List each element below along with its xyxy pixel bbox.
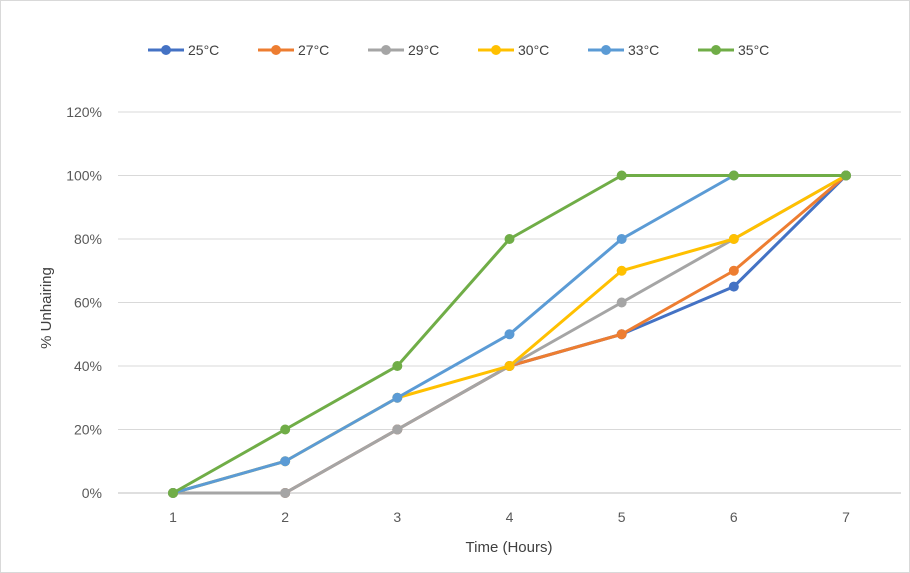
y-tick-label: 100% — [66, 168, 102, 184]
legend-label: 29°C — [408, 42, 439, 58]
data-point — [616, 170, 627, 181]
y-axis-title: % Unhairing — [38, 267, 55, 349]
x-tick-label: 5 — [618, 509, 626, 525]
series-35C-c — [168, 170, 851, 498]
data-point — [504, 361, 515, 371]
data-point — [168, 488, 178, 498]
x-tick-label: 7 — [842, 509, 850, 525]
data-point — [616, 234, 627, 244]
legend: 25°C 27°C 29°C 30°C 33°C 35°C — [148, 42, 769, 58]
x-axis-tick-labels: 1 2 3 4 5 6 7 — [169, 509, 850, 525]
y-tick-label: 40% — [74, 358, 102, 374]
data-point — [728, 170, 739, 181]
series-33C-c — [168, 170, 851, 498]
data-point — [728, 265, 739, 276]
x-axis-title: Time (Hours) — [466, 539, 553, 556]
legend-label: 30°C — [518, 42, 549, 58]
data-point — [392, 424, 403, 435]
data-point — [280, 488, 291, 498]
x-tick-label: 1 — [169, 509, 177, 525]
legend-item: 25°C — [148, 42, 219, 58]
data-point — [280, 424, 291, 435]
series-lines — [168, 170, 851, 498]
x-tick-label: 2 — [281, 509, 289, 525]
gridlines — [118, 111, 901, 494]
y-tick-label: 80% — [74, 231, 102, 247]
x-tick-label: 3 — [393, 509, 401, 525]
data-point — [728, 234, 739, 244]
y-tick-label: 120% — [66, 104, 102, 120]
data-point — [392, 392, 403, 403]
data-point — [504, 329, 515, 340]
x-tick-label: 4 — [506, 509, 514, 525]
data-point — [616, 329, 627, 340]
data-point — [616, 265, 627, 276]
legend-item: 29°C — [368, 42, 439, 58]
legend-item: 30°C — [478, 42, 549, 58]
y-tick-label: 60% — [74, 295, 102, 311]
legend-label: 33°C — [628, 42, 659, 58]
y-axis-tick-labels: 0% 20% 40% 60% 80% 100% 120% — [66, 104, 102, 501]
data-point — [280, 456, 291, 467]
legend-marker — [601, 45, 611, 55]
data-point — [728, 281, 739, 292]
legend-label: 35°C — [738, 42, 769, 58]
y-tick-label: 20% — [74, 422, 102, 438]
legend-marker — [271, 45, 281, 55]
x-tick-label: 6 — [730, 509, 738, 525]
legend-item: 27°C — [258, 42, 329, 58]
data-point — [841, 170, 851, 181]
y-tick-label: 0% — [82, 485, 102, 501]
legend-marker — [381, 45, 391, 55]
data-point — [504, 234, 515, 244]
legend-marker — [711, 45, 721, 55]
legend-item: 33°C — [588, 42, 659, 58]
data-point — [392, 361, 403, 371]
legend-item: 35°C — [698, 42, 769, 58]
legend-label: 27°C — [298, 42, 329, 58]
legend-label: 25°C — [188, 42, 219, 58]
data-point — [616, 297, 627, 308]
legend-marker — [491, 45, 501, 55]
legend-marker — [161, 45, 171, 55]
